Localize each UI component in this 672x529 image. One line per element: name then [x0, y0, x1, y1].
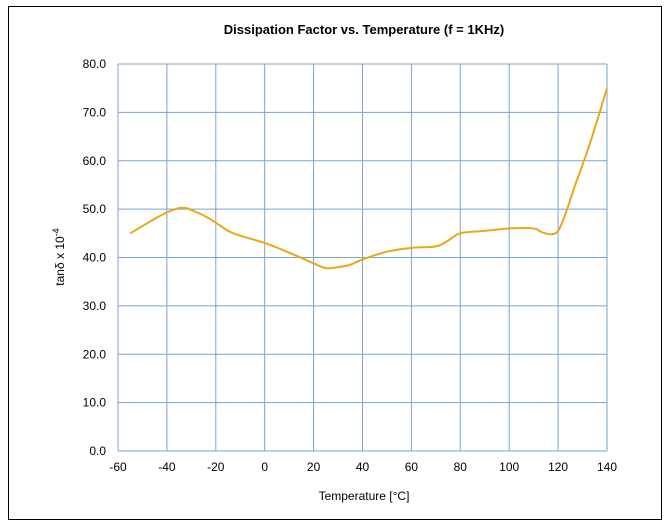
chart: Dissipation Factor vs. Temperature (f = … — [51, 22, 617, 503]
grid — [117, 63, 608, 452]
x-axis-ticks: -60 -40 -20 0 20 40 60 80 100 120 140 — [109, 460, 617, 474]
y-tick-label: 50.0 — [83, 202, 107, 216]
chart-frame: Dissipation Factor vs. Temperature (f = … — [8, 6, 662, 520]
y-tick-label: 80.0 — [83, 57, 107, 71]
y-tick-label: 30.0 — [83, 299, 107, 313]
x-tick-label: 140 — [597, 460, 617, 474]
x-tick-label: 0 — [261, 460, 268, 474]
x-tick-label: 60 — [405, 460, 419, 474]
x-tick-label: 20 — [307, 460, 321, 474]
y-tick-label: 70.0 — [83, 105, 107, 119]
x-tick-label: 40 — [356, 460, 370, 474]
x-tick-label: 100 — [499, 460, 519, 474]
x-tick-label: -40 — [158, 460, 176, 474]
y-tick-label: 60.0 — [83, 154, 107, 168]
y-axis-label: tanδ x 10-4 — [51, 228, 67, 285]
y-tick-label: 40.0 — [83, 251, 107, 265]
x-tick-label: -60 — [109, 460, 127, 474]
y-tick-label: 10.0 — [83, 396, 107, 410]
y-axis-label-base: tanδ x 10 — [53, 236, 67, 286]
y-tick-label: 0.0 — [89, 444, 106, 458]
x-tick-label: 80 — [454, 460, 468, 474]
x-tick-label: -20 — [207, 460, 225, 474]
y-axis-label-exponent: -4 — [51, 228, 61, 236]
x-axis-label: Temperature [°C] — [319, 489, 410, 503]
series-line — [129, 87, 608, 270]
x-tick-label: 120 — [548, 460, 568, 474]
y-tick-label: 20.0 — [83, 347, 107, 361]
chart-title: Dissipation Factor vs. Temperature (f = … — [224, 22, 504, 37]
y-axis-ticks: 0.0 10.0 20.0 30.0 40.0 50.0 60.0 70.0 80.0 — [83, 57, 107, 458]
